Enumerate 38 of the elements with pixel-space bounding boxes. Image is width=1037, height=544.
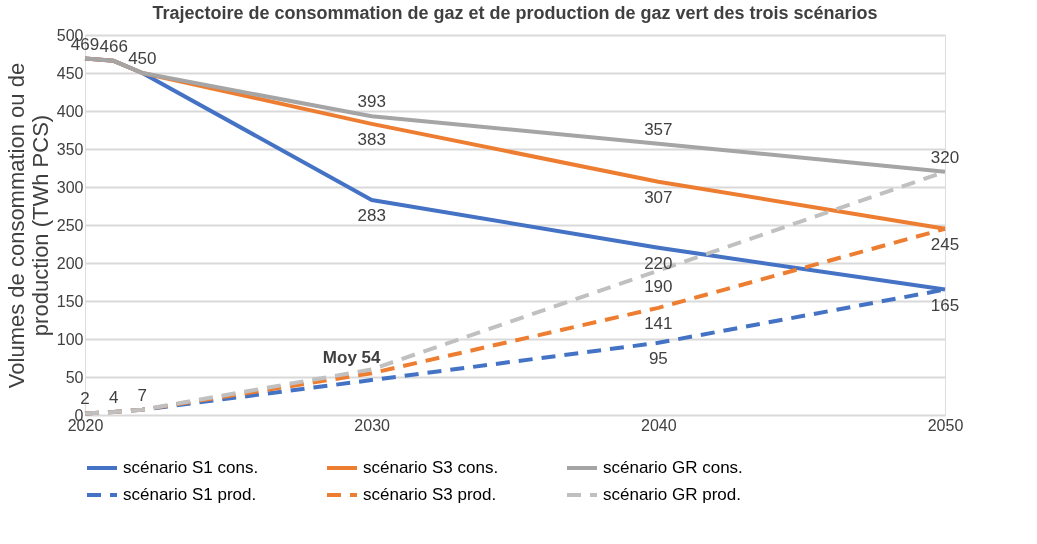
- data-label: 245: [930, 234, 960, 254]
- legend-label: scénario S1 cons.: [123, 458, 259, 477]
- annotation: Moy 54: [322, 347, 382, 367]
- y-tick-label: 450: [56, 64, 84, 82]
- x-tick-label: 2040: [641, 416, 677, 434]
- data-label: 7: [137, 385, 148, 405]
- chart-title: Trajectoire de consommation de gaz et de production de gaz vert des trois scénarios: [152, 3, 878, 23]
- data-label: 141: [644, 313, 673, 333]
- y-axis-title: Volumes de consommation ou de production (TWh PCS): [3, 62, 53, 389]
- legend-label: scénario GR prod.: [603, 485, 741, 504]
- legend-label: scénario S3 cons.: [363, 458, 499, 477]
- y-tick-label: 250: [56, 216, 84, 234]
- data-label: 450: [128, 49, 157, 68]
- legend-label: scénario S1 prod.: [123, 485, 257, 504]
- y-tick-label: 400: [56, 102, 84, 120]
- data-label: 2: [80, 389, 90, 409]
- data-label: 283: [357, 205, 386, 225]
- legend-label: scénario GR cons.: [603, 458, 743, 477]
- data-label: 383: [357, 129, 386, 149]
- data-label: 165: [930, 295, 960, 315]
- data-label: 357: [644, 119, 673, 139]
- y-tick-label: 300: [56, 178, 84, 196]
- data-label: 307: [644, 187, 673, 207]
- y-tick-label: 200: [56, 254, 84, 272]
- data-label: 4: [108, 387, 119, 407]
- data-label: 393: [357, 92, 386, 112]
- legend-label: scénario S3 prod.: [363, 485, 497, 504]
- data-label: 466: [99, 36, 128, 56]
- data-label: 190: [644, 276, 673, 296]
- x-tick-label: 2030: [354, 416, 391, 434]
- data-label: 95: [648, 348, 668, 368]
- data-label: 320: [930, 147, 960, 167]
- x-tick-label: 2050: [927, 416, 964, 434]
- y-tick-label: 50: [65, 368, 84, 386]
- data-label: 220: [644, 253, 673, 273]
- y-tick-label: 150: [56, 292, 84, 310]
- y-tick-label: 100: [56, 330, 84, 348]
- y-tick-label: 350: [56, 140, 84, 158]
